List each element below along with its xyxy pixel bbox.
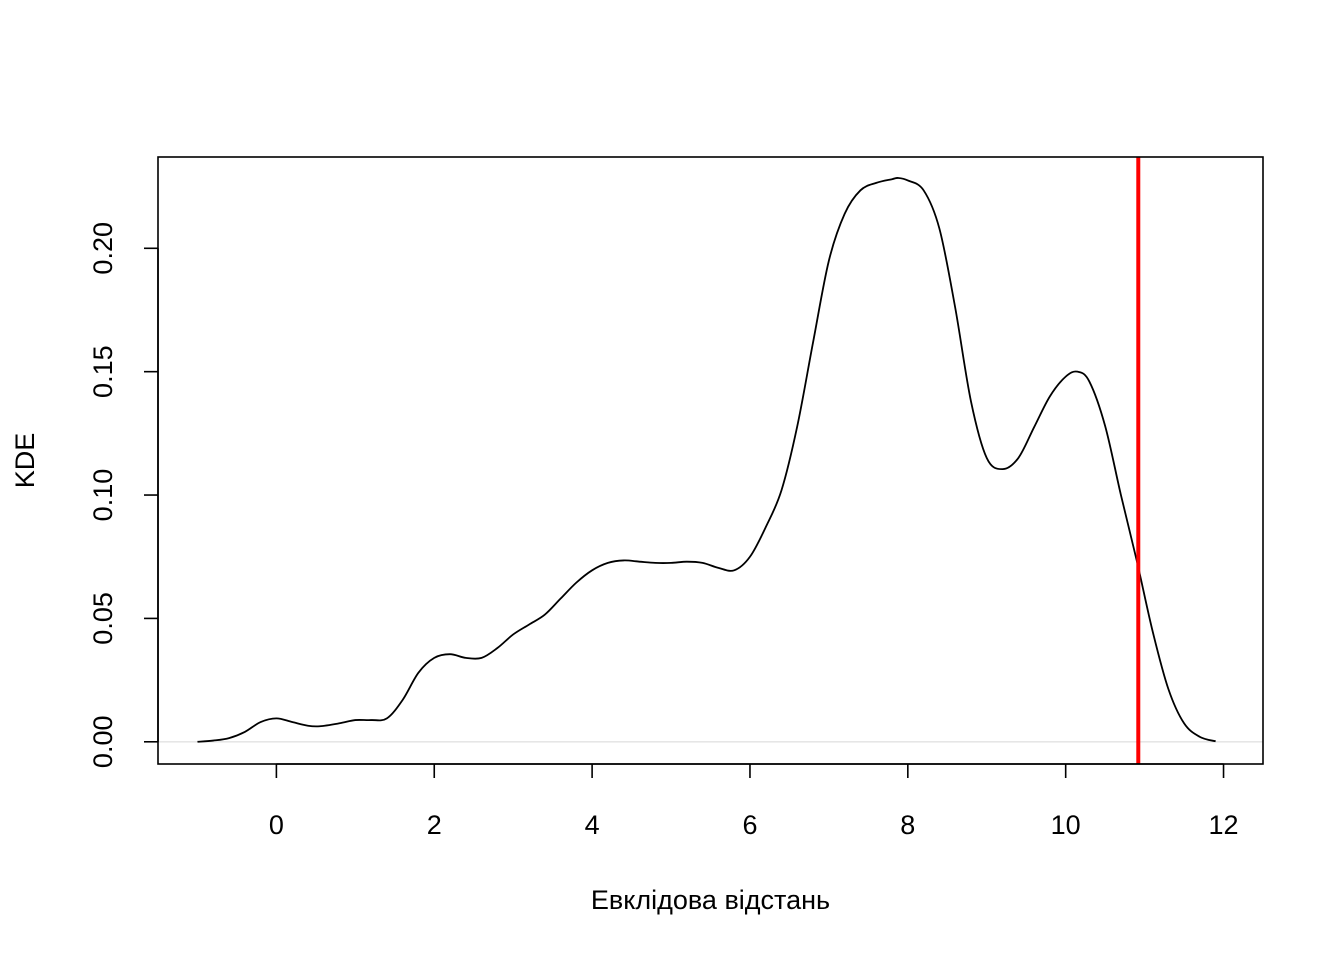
y-tick-label: 0.05: [88, 592, 118, 645]
y-tick-label: 0.00: [88, 716, 118, 769]
x-axis-title: Евклідова відстань: [591, 885, 830, 915]
kde-series-line-0: [197, 177, 1216, 743]
x-tick-label: 10: [1051, 810, 1081, 840]
x-tick-label: 8: [900, 810, 915, 840]
y-axis-title: KDE: [10, 433, 40, 489]
y-tick-label: 0.20: [88, 222, 118, 275]
x-tick-label: 12: [1209, 810, 1239, 840]
x-tick-label: 0: [269, 810, 284, 840]
x-tick-label: 4: [585, 810, 600, 840]
x-tick-label: 6: [742, 810, 757, 840]
y-tick-label: 0.15: [88, 345, 118, 398]
plot-frame: [157, 156, 1264, 765]
x-tick-label: 2: [427, 810, 442, 840]
y-tick-label: 0.10: [88, 469, 118, 522]
